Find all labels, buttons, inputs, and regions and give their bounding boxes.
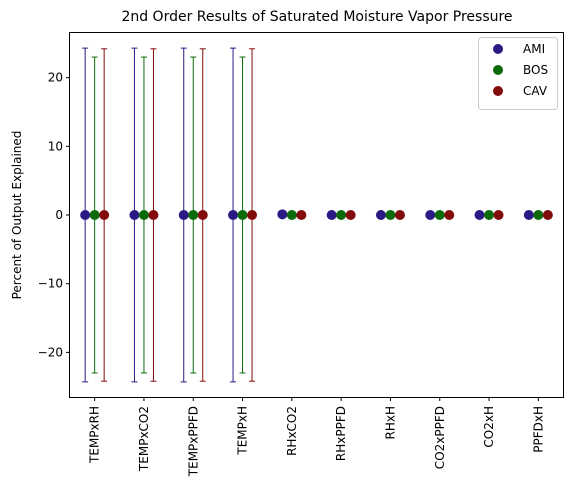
data-point (326, 210, 337, 220)
x-tick-label: CO2xH (482, 406, 496, 448)
plot-marks (80, 47, 553, 383)
data-point (99, 210, 110, 220)
data-point (129, 210, 140, 220)
legend-marker (493, 86, 503, 96)
data-point (286, 210, 297, 220)
data-point (89, 210, 100, 220)
data-point (188, 210, 199, 220)
x-tick-label: RHxCO2 (285, 406, 299, 456)
y-tick-label: −10 (38, 277, 63, 291)
data-point (523, 210, 534, 220)
y-tick-label: 20 (48, 71, 63, 85)
x-tick-label: CO2xPPFD (433, 406, 447, 469)
legend-label: BOS (523, 63, 548, 77)
data-point (345, 210, 356, 220)
x-axis-ticks: TEMPxRH TEMPxCO2 TEMPxPPFD TEMPxH RHxCO2 RHxP… (88, 397, 545, 477)
data-point (336, 210, 347, 220)
data-point (394, 210, 405, 220)
x-tick-label: PPFDxH (531, 406, 545, 453)
data-point (434, 210, 445, 220)
data-point (178, 210, 189, 220)
data-point (375, 210, 386, 220)
y-tick-label: 0 (55, 208, 63, 222)
data-point (247, 210, 258, 220)
data-point (138, 210, 149, 220)
data-point (474, 210, 485, 220)
data-point (237, 210, 248, 220)
chart-title: 2nd Order Results of Saturated Moisture … (121, 9, 512, 25)
y-axis-ticks: −20 −10 0 10 20 (38, 71, 70, 359)
x-tick-label: RHxPPFD (334, 406, 348, 461)
x-tick-label: TEMPxPPFD (186, 406, 200, 477)
data-point (444, 210, 455, 220)
data-point (228, 210, 239, 220)
data-point (493, 210, 504, 220)
x-tick-label: TEMPxH (236, 406, 250, 456)
x-tick-label: TEMPxCO2 (137, 406, 151, 472)
data-point (296, 210, 307, 220)
plot-frame (69, 32, 564, 398)
data-point (425, 210, 436, 220)
data-point (148, 210, 159, 220)
y-tick-label: 10 (48, 139, 63, 153)
legend-marker (493, 44, 503, 54)
x-tick-label: RHxH (383, 406, 397, 440)
y-axis-label: Percent of Output Explained (10, 131, 24, 300)
legend-label: CAV (523, 84, 548, 98)
data-point (385, 210, 396, 220)
data-point (197, 210, 208, 220)
data-point (80, 210, 91, 220)
data-point (277, 209, 288, 220)
legend-label: AMI (523, 42, 545, 56)
y-tick-label: −20 (38, 345, 63, 359)
data-point (542, 210, 553, 220)
data-point (484, 210, 495, 220)
data-point (533, 210, 544, 220)
x-tick-label: TEMPxRH (88, 406, 102, 464)
legend-marker (493, 65, 503, 75)
legend: AMI BOS CAV (478, 37, 558, 110)
